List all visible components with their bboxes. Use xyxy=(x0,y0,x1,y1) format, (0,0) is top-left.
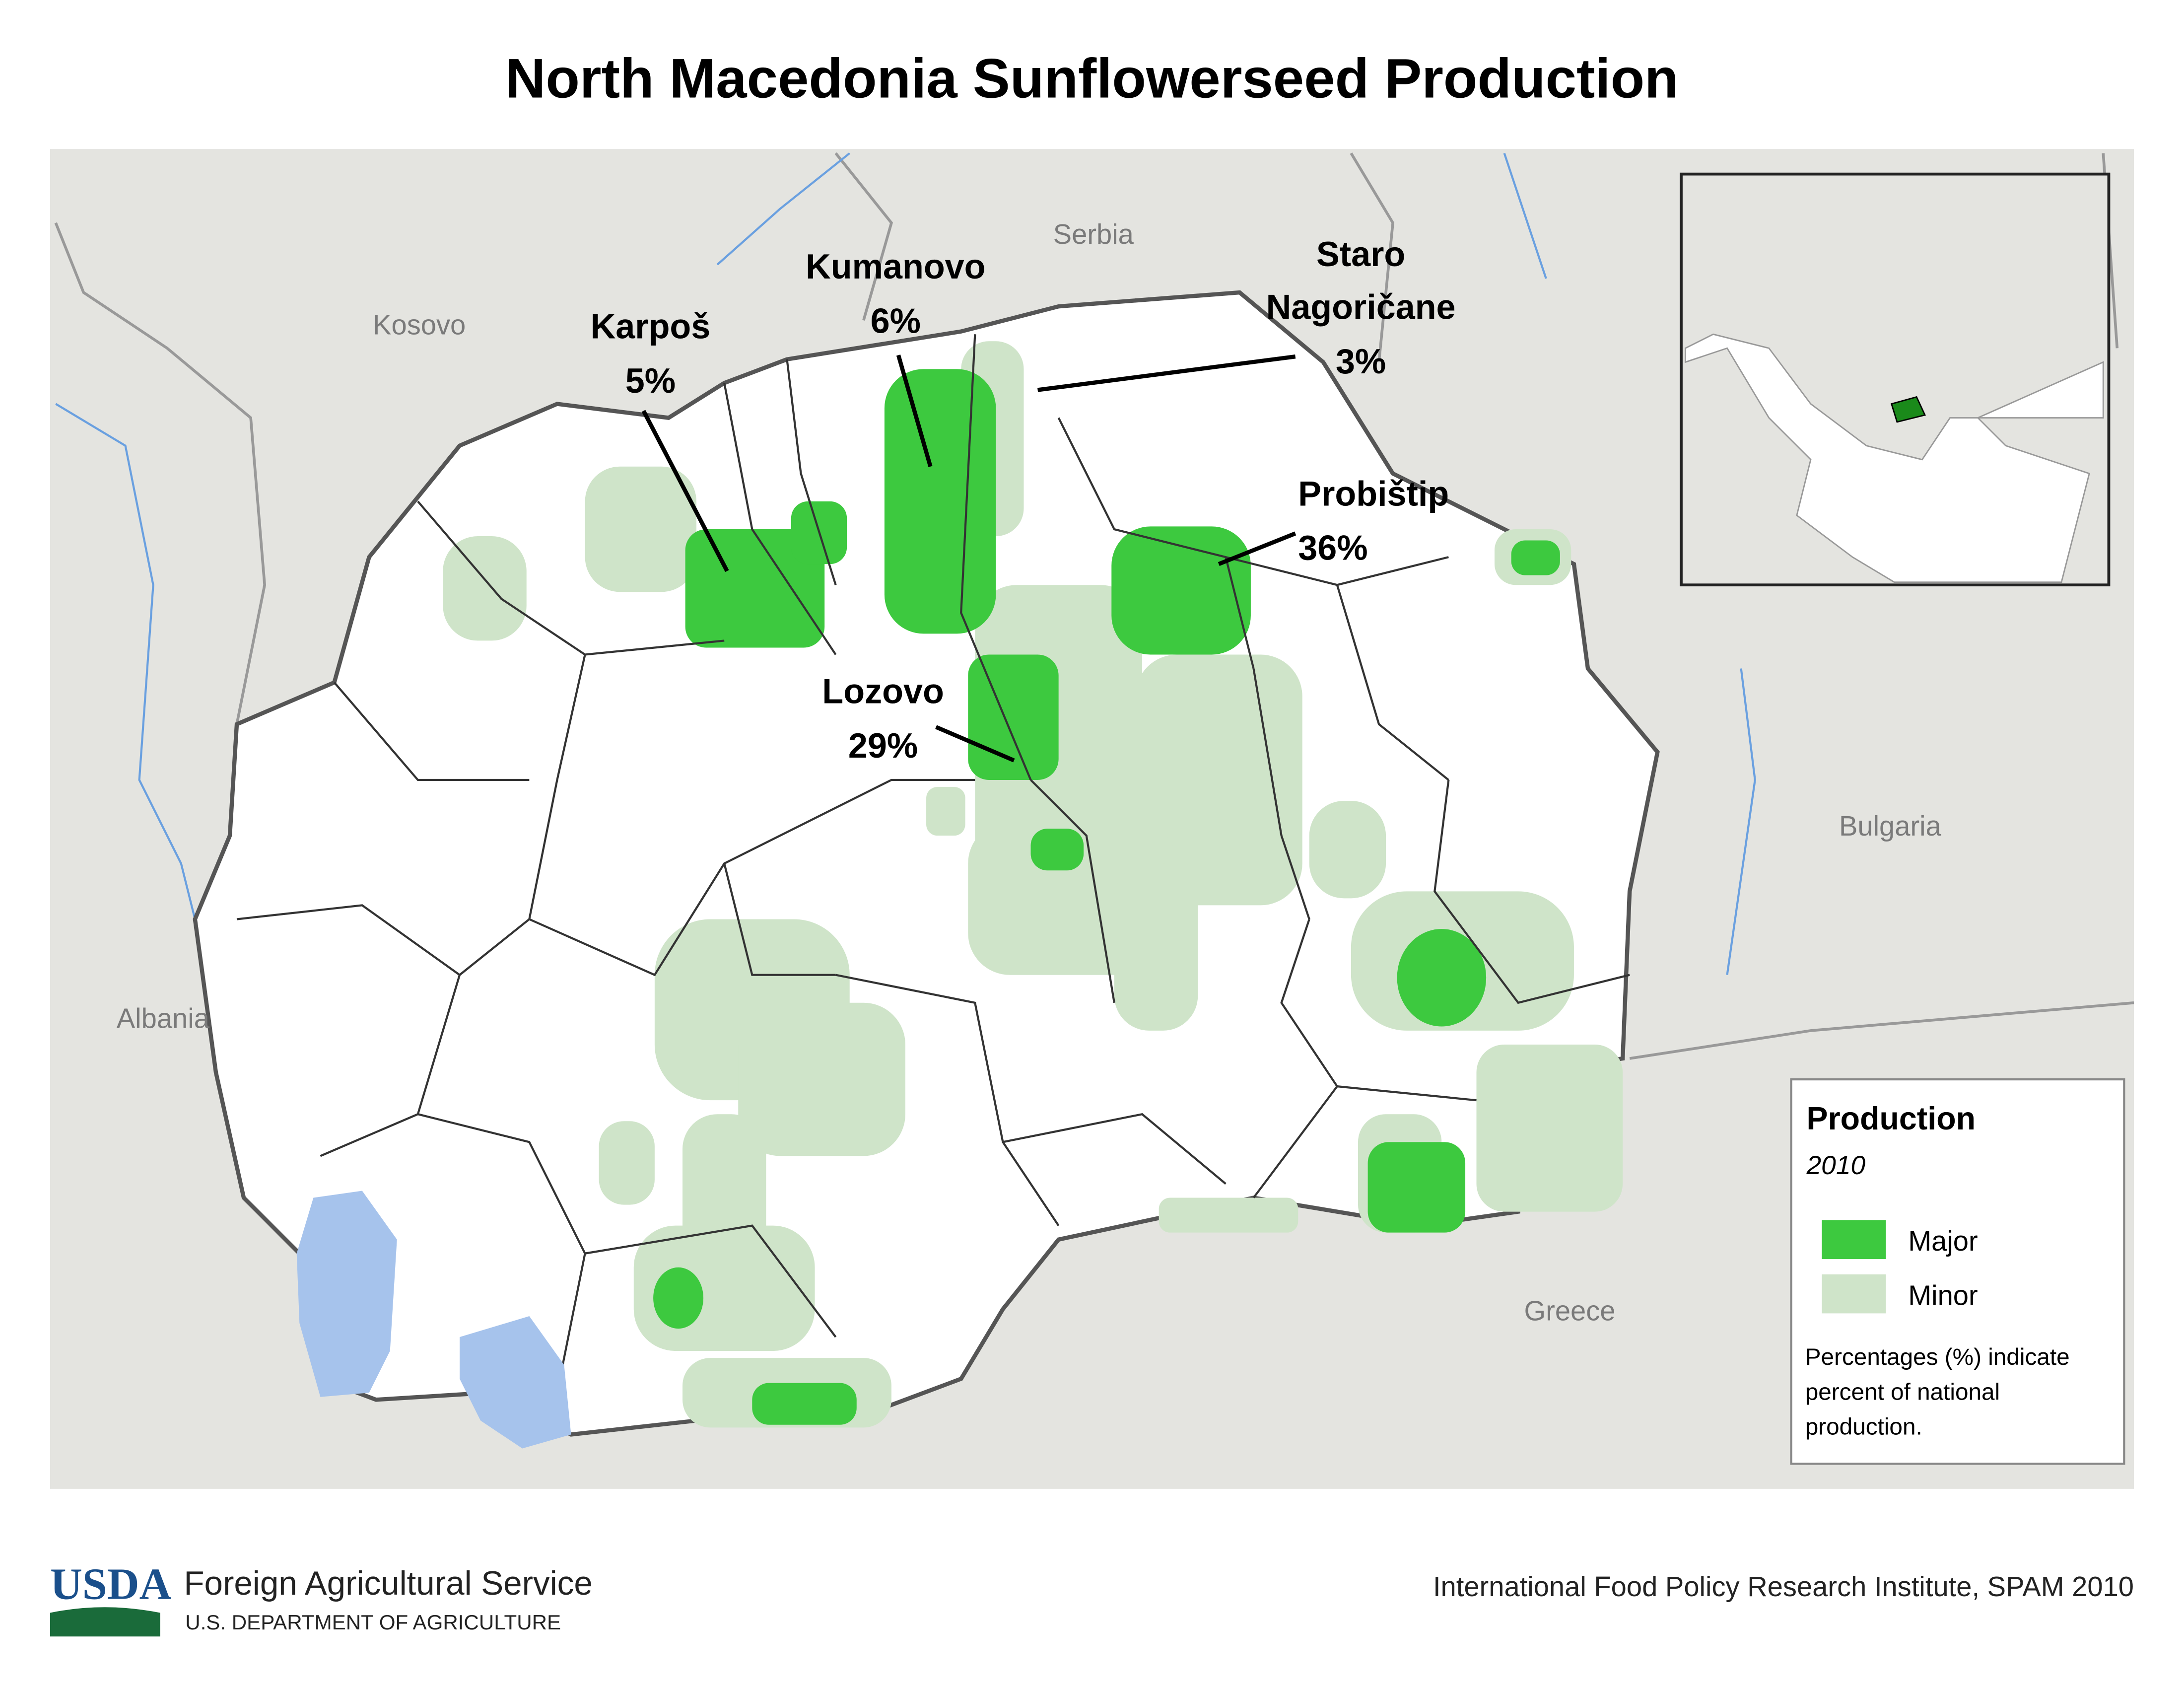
map-shape xyxy=(1159,1197,1298,1233)
map-shape xyxy=(236,334,1630,1393)
annotation-name: Nagoričane xyxy=(1266,287,1456,326)
internal-borders xyxy=(236,334,1630,1393)
usda-logo: USDA xyxy=(50,1559,172,1609)
map-shape xyxy=(1397,929,1487,1027)
country-label: Kosovo xyxy=(373,309,466,340)
map-shape xyxy=(1511,540,1560,575)
leader-line xyxy=(935,725,1015,763)
annotation-name: Kumanovo xyxy=(806,247,985,286)
inset-map xyxy=(1680,172,2111,587)
source: International Food Policy Research Insti… xyxy=(1433,1571,2134,1602)
map-shape xyxy=(585,466,697,592)
map-shape xyxy=(1114,863,1198,1031)
map-shape xyxy=(1111,526,1251,655)
map-shape xyxy=(653,1267,704,1329)
map-shape xyxy=(884,369,996,634)
map-shape xyxy=(1367,1142,1466,1233)
map-shape xyxy=(926,786,965,836)
annotation-name: Staro xyxy=(1316,235,1405,274)
map-shape xyxy=(54,152,2134,1060)
country-label: Serbia xyxy=(1053,218,1134,250)
lake-prespa xyxy=(460,1316,571,1449)
legend-swatch xyxy=(1822,1274,1886,1314)
legend-box xyxy=(1790,1078,2125,1465)
annotation-name: Lozovo xyxy=(822,672,944,711)
legend-swatch xyxy=(1822,1220,1886,1259)
lake-ohrid xyxy=(296,1191,397,1397)
agency: Foreign Agricultural Service xyxy=(184,1565,592,1602)
annotation-share: 6% xyxy=(871,301,921,340)
map-shape xyxy=(443,536,527,641)
country-label: Greece xyxy=(1524,1295,1615,1326)
annotation-name: Karpoš xyxy=(591,307,711,346)
neighbor-borders xyxy=(54,152,2134,1060)
annotation-share: 5% xyxy=(625,361,676,400)
map-shape xyxy=(1309,801,1386,899)
annotation-name: Probištip xyxy=(1298,474,1449,513)
map-shape xyxy=(1030,829,1084,871)
leader-line xyxy=(641,410,729,572)
map-shape xyxy=(55,152,1756,975)
leader-lines xyxy=(641,354,1297,763)
leader-line xyxy=(896,354,933,467)
map-shape xyxy=(599,1121,655,1205)
rivers xyxy=(55,152,1756,975)
map-shape xyxy=(1890,396,1926,423)
map-shape xyxy=(752,1383,857,1425)
leader-line xyxy=(1218,531,1297,566)
legend-item: Major xyxy=(1908,1225,1978,1257)
country-label: Albania xyxy=(117,1002,210,1034)
footer: USDA Foreign Agricultural Service U.S. D… xyxy=(50,1559,2134,1637)
annotation-share: 36% xyxy=(1298,529,1367,567)
annotations: Karpoš 5% Kumanovo 6% Staro Nagoričane 3… xyxy=(591,235,1456,765)
legend-subtitle: 2010 xyxy=(1806,1151,1866,1180)
legend-title: Production xyxy=(1807,1101,1976,1136)
legend: Production 2010 Major Minor Percentages … xyxy=(1790,1078,2125,1465)
legend-note: percent of national xyxy=(1805,1379,2000,1405)
logo-mark xyxy=(50,1607,160,1637)
legend-item: Minor xyxy=(1908,1280,1978,1311)
map-shape xyxy=(1685,333,2104,583)
map-shape xyxy=(1680,172,2111,587)
annotation-share: 29% xyxy=(848,726,918,765)
annotation-share: 3% xyxy=(1336,342,1386,381)
country-label: Bulgaria xyxy=(1839,810,1942,842)
department: U.S. DEPARTMENT OF AGRICULTURE xyxy=(185,1611,561,1634)
title: North Macedonia Sunflowerseed Production xyxy=(505,47,1678,109)
map-shape xyxy=(738,1002,905,1156)
legend-note: production. xyxy=(1805,1413,1922,1440)
legend-note: Percentages (%) indicate xyxy=(1805,1344,2070,1370)
major-areas xyxy=(653,369,1560,1425)
map-shape xyxy=(1476,1044,1623,1212)
leader-line xyxy=(1037,354,1296,392)
country-labels: Serbia Kosovo Albania Bulgaria Greece xyxy=(117,218,1942,1326)
map-shape xyxy=(1135,654,1302,906)
